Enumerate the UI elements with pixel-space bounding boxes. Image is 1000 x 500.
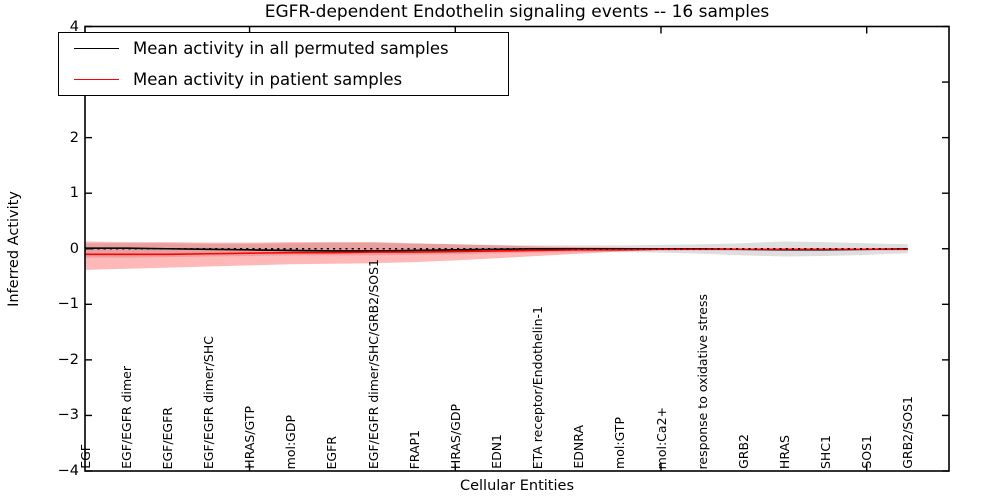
legend: Mean activity in all permuted samples Mea… [58, 32, 509, 96]
y-tick-label: −3 [57, 407, 79, 424]
legend-label: Mean activity in patient samples [133, 70, 403, 89]
x-axis-label: Cellular Entities [459, 478, 575, 494]
x-tick-label: EDNRA [571, 425, 587, 469]
x-tick-label: ETA receptor/Endothelin-1 [530, 305, 546, 469]
x-tick-label: response to oxidative stress [694, 293, 710, 469]
chart-title: EGFR-dependent Endothelin signaling even… [264, 2, 770, 22]
x-tick-label: EGF/EGFR dimer [118, 366, 134, 469]
x-tick-label: mol:Ca2+ [653, 406, 669, 469]
x-tick-label: HRAS/GTP [242, 406, 258, 469]
x-tick-label: EGF/EGFR dimer/SHC/GRB2/SOS1 [365, 258, 381, 469]
legend-line-sample [74, 79, 119, 80]
y-tick-label: −1 [57, 296, 79, 313]
y-tick-label: 0 [69, 240, 79, 257]
y-tick-label: −4 [57, 463, 79, 479]
x-tick-label: HRAS/GDP [447, 403, 463, 469]
x-tick-label: GRB2/SOS1 [900, 396, 916, 469]
x-tick-label: mol:GDP [283, 414, 299, 469]
x-tick-label: EGF/EGFR dimer/SHC [200, 335, 216, 469]
legend-item: Mean activity in all permuted samples [59, 39, 508, 58]
x-tick-label: EGF/EGFR [159, 406, 175, 469]
legend-item: Mean activity in patient samples [59, 70, 508, 89]
y-tick-label: 4 [69, 18, 79, 35]
y-tick-label: 2 [69, 129, 79, 146]
y-tick-label: 1 [69, 185, 79, 202]
x-tick-label: EGFR [324, 435, 340, 469]
legend-line-sample [74, 48, 119, 49]
x-tick-label: FRAP1 [406, 429, 422, 469]
x-tick-label: SHC1 [818, 434, 834, 469]
x-tick-label: GRB2 [735, 434, 751, 469]
x-tick-label: EGF [77, 444, 93, 469]
x-tick-label: SOS1 [859, 435, 875, 469]
x-tick-label: mol:GTP [612, 417, 628, 469]
x-tick-label: EDN1 [488, 434, 504, 469]
legend-label: Mean activity in all permuted samples [133, 39, 449, 58]
series-line-1 [85, 248, 908, 256]
y-tick-label: −2 [57, 351, 79, 368]
x-tick-label: HRAS [776, 434, 792, 469]
